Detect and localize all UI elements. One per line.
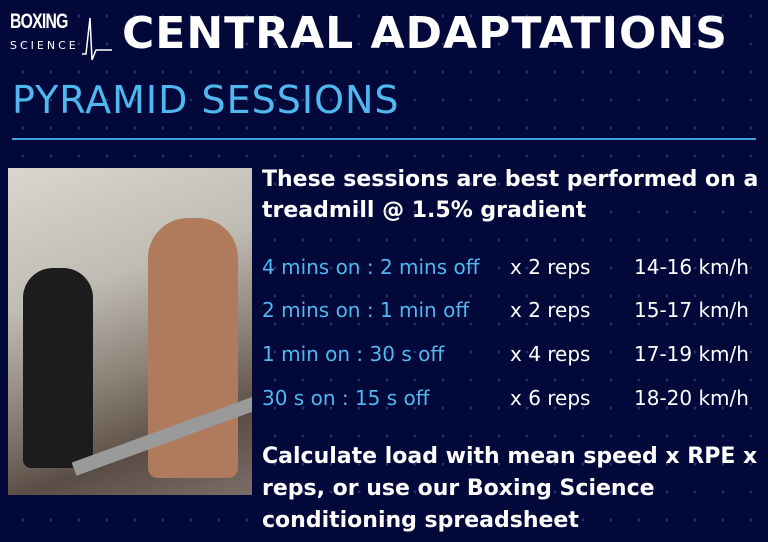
session-interval: 4 mins on : 2 mins off bbox=[262, 255, 480, 279]
slide-subtitle: PYRAMID SESSIONS bbox=[12, 78, 400, 122]
boxing-science-logo: BOXING SCIENCE bbox=[8, 10, 112, 60]
coach-figure bbox=[23, 268, 93, 468]
session-interval: 30 s on : 15 s off bbox=[262, 386, 430, 410]
session-reps: x 2 reps bbox=[510, 298, 591, 322]
session-interval: 1 min on : 30 s off bbox=[262, 342, 445, 366]
intro-text: These sessions are best performed on a t… bbox=[262, 167, 759, 223]
treadmill-photo bbox=[8, 168, 252, 495]
session-speed: 15-17 km/h bbox=[634, 298, 749, 322]
session-interval: 2 mins on : 1 min off bbox=[262, 298, 470, 322]
session-speed: 14-16 km/h bbox=[634, 255, 749, 279]
session-reps: x 2 reps bbox=[510, 255, 591, 279]
heartbeat-icon bbox=[82, 17, 112, 60]
session-speed: 18-20 km/h bbox=[634, 386, 749, 410]
logo-line1: BOXING bbox=[10, 10, 68, 33]
outro-text: Calculate load with mean speed x RPE x r… bbox=[262, 444, 758, 533]
slide-title: CENTRAL ADAPTATIONS bbox=[122, 8, 728, 59]
session-speed: 17-19 km/h bbox=[634, 342, 749, 366]
session-reps: x 6 reps bbox=[510, 386, 591, 410]
divider bbox=[12, 138, 756, 140]
logo-line2: SCIENCE bbox=[10, 39, 79, 52]
session-reps: x 4 reps bbox=[510, 342, 591, 366]
